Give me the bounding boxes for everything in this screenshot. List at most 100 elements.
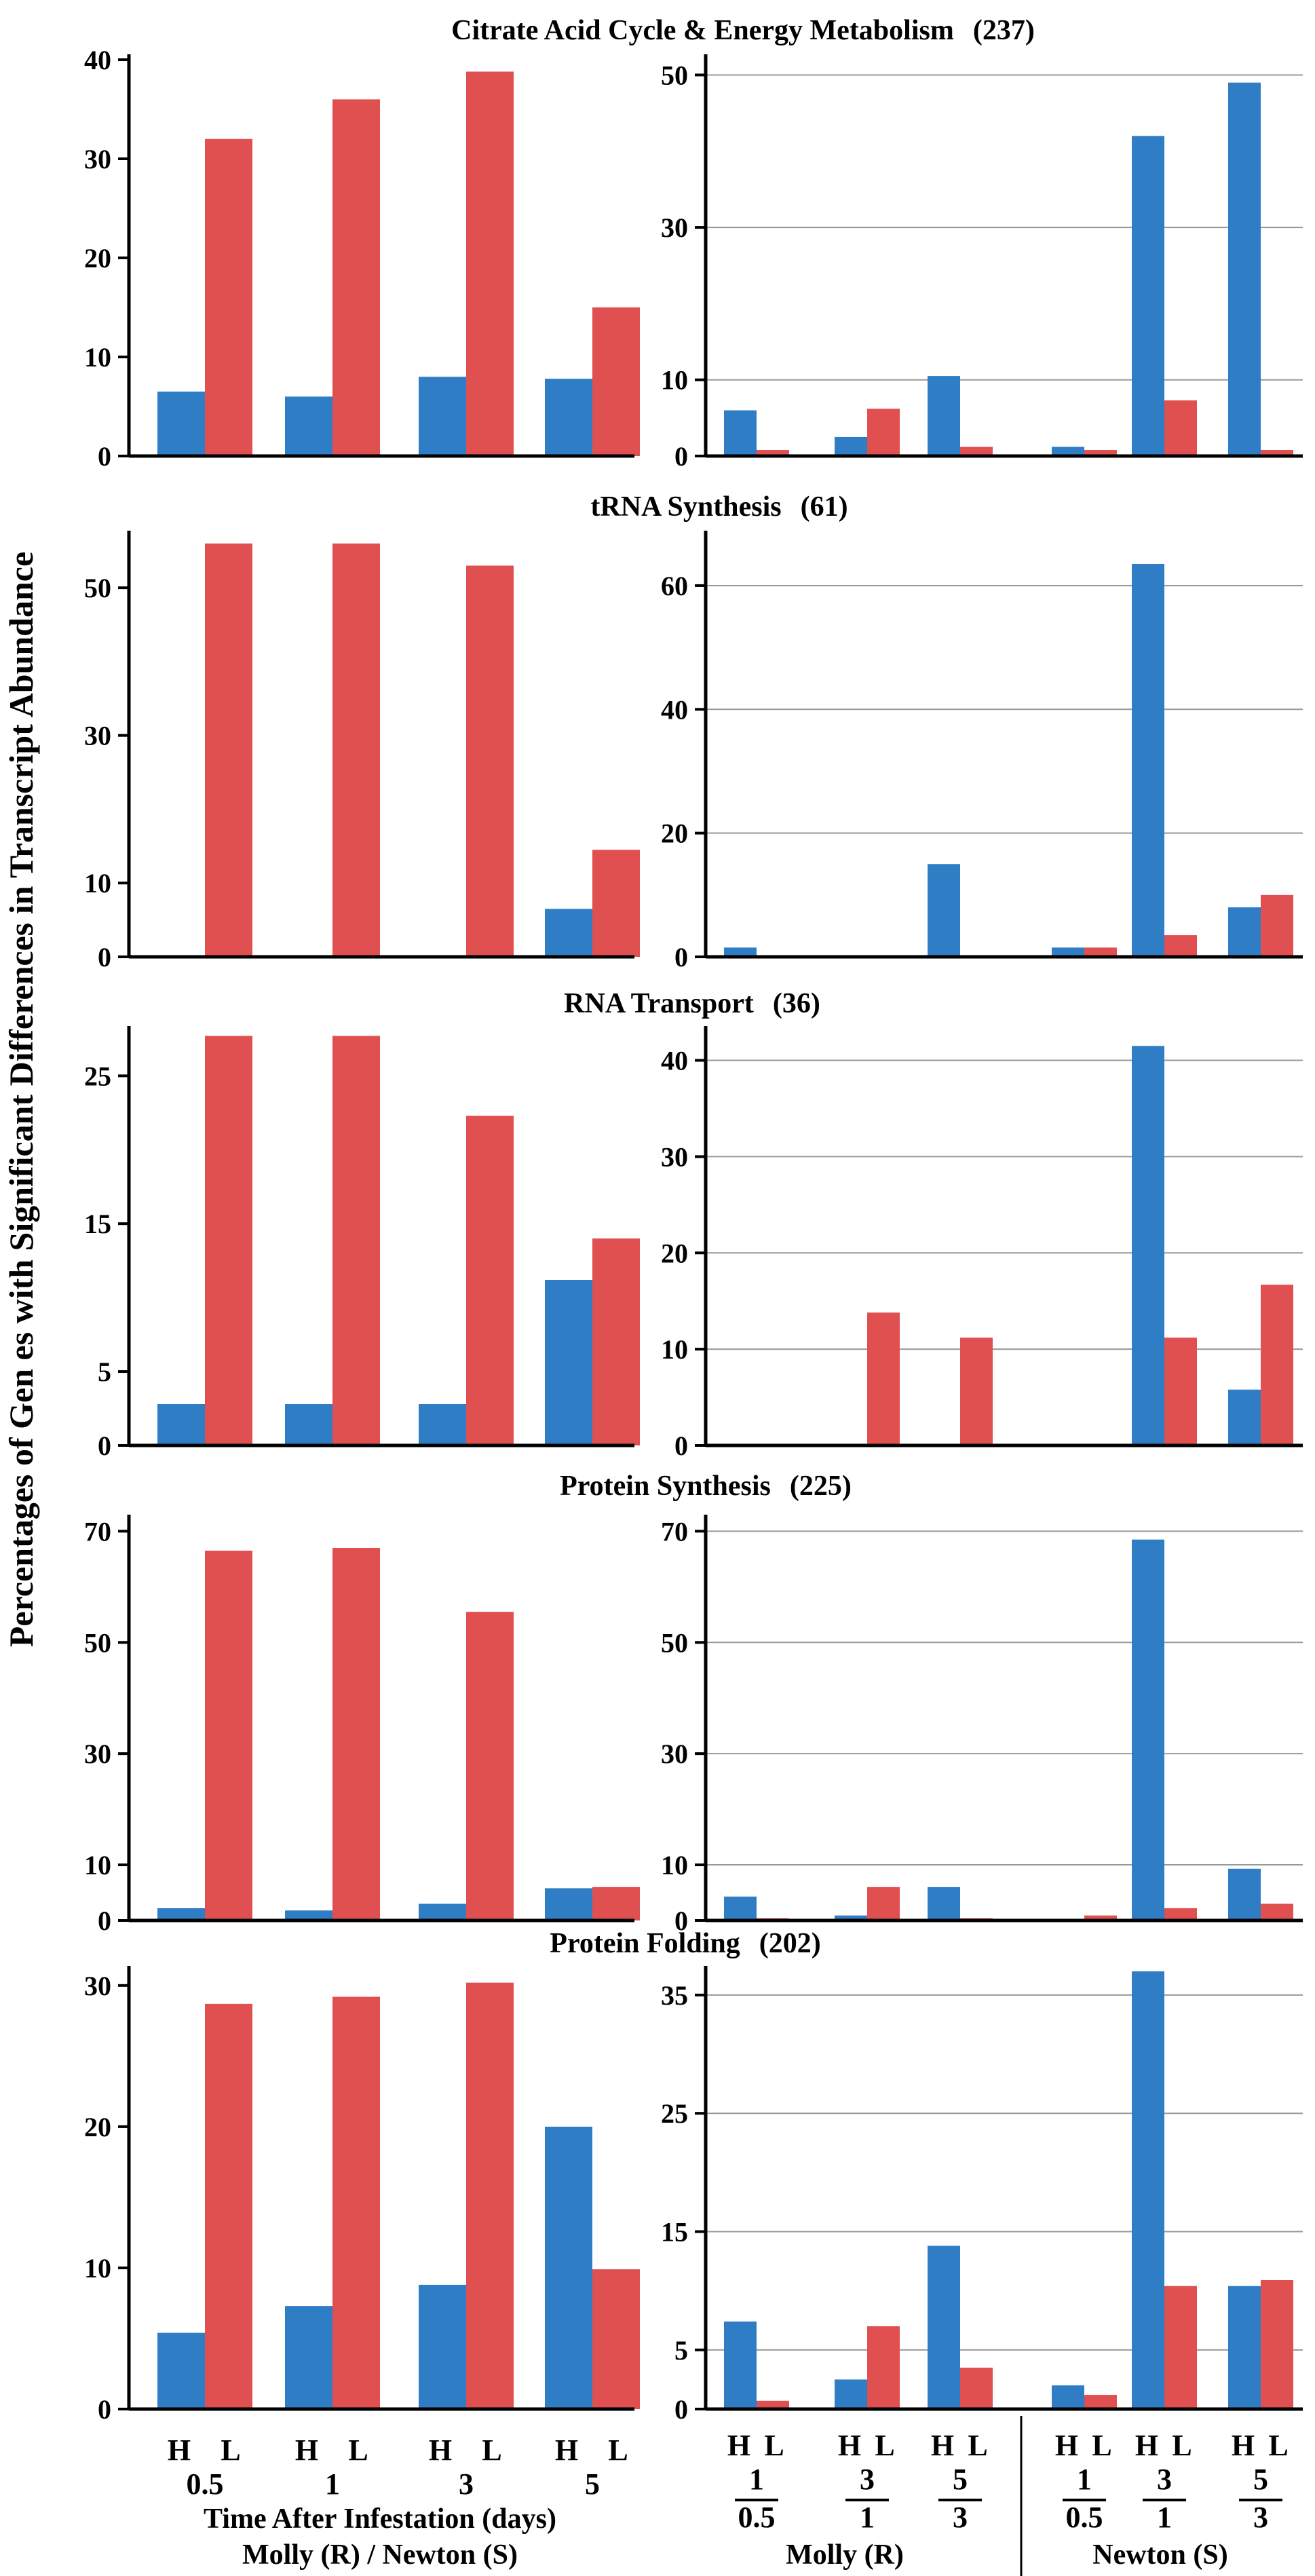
right-y-tick-label: 70 — [661, 1516, 688, 1547]
chart-title-count: (225) — [790, 1471, 852, 1502]
right-bar-H-2 — [928, 864, 960, 957]
chart-title-count: (61) — [801, 491, 848, 523]
left-y-tick-label: 20 — [84, 243, 111, 273]
right-denominator: 1 — [860, 2501, 875, 2534]
chart-title: tRNA Synthesis (61) — [590, 491, 847, 523]
left-bar-L-2 — [466, 1982, 514, 2409]
left-bar-L-3 — [592, 850, 640, 957]
right-panel-4: 0 5 15 25 35 — [661, 1966, 1303, 2425]
right-bar-L-2 — [960, 447, 993, 456]
right-l-label: L — [1172, 2429, 1192, 2462]
right-numerator: 5 — [1253, 2463, 1268, 2496]
left-bar-H-1 — [285, 396, 332, 456]
left-day-label: 3 — [459, 2467, 474, 2501]
left-x-axis-subtitle: Molly (R) / Newton (S) — [242, 2539, 518, 2571]
right-h-label: H — [1135, 2429, 1158, 2462]
left-y-tick-label: 30 — [84, 1971, 111, 2001]
left-day-label: 5 — [585, 2467, 600, 2501]
left-y-tick-label: 25 — [84, 1061, 111, 1091]
left-bar-L-0 — [205, 543, 252, 957]
left-bar-L-0 — [205, 138, 252, 457]
left-bar-L-1 — [332, 99, 380, 456]
chart-2: RNA Transport (36) 0 5 15 25 0 10 20 30 40 — [84, 988, 1303, 1461]
right-bar-H-4 — [1132, 1539, 1164, 1920]
left-h-label: H — [168, 2433, 191, 2467]
right-denominator: 1 — [1157, 2501, 1172, 2534]
right-bar-L-3 — [1084, 450, 1117, 456]
left-bar-L-3 — [592, 1238, 640, 1445]
right-bar-H-4 — [1132, 1971, 1164, 2409]
right-bar-L-4 — [1164, 400, 1197, 456]
left-bar-H-2 — [419, 1903, 466, 1920]
left-bar-L-3 — [592, 2269, 640, 2409]
right-bar-H-4 — [1132, 136, 1164, 457]
left-bar-L-0 — [205, 1551, 252, 1920]
right-y-tick-label: 0 — [674, 1431, 688, 1461]
left-panel-4: 0 10 20 30 — [84, 1966, 640, 2425]
chart-title-text: Protein Folding — [550, 1928, 740, 1959]
left-panel-3: 0 10 30 50 70 — [84, 1515, 640, 1936]
left-bar-L-3 — [592, 307, 640, 456]
left-bar-H-2 — [419, 1404, 466, 1445]
y-axis-label: Percentages of Gen es with Significant D… — [2, 552, 40, 1647]
left-bar-L-1 — [332, 543, 380, 957]
right-bar-H-5 — [1228, 1868, 1261, 1920]
group-label-newton: Newton (S) — [1092, 2539, 1227, 2571]
left-y-tick-label: 30 — [84, 721, 111, 751]
chart-title-text: RNA Transport — [564, 988, 754, 1019]
right-y-tick-label: 25 — [661, 2098, 688, 2129]
right-numerator: 5 — [953, 2463, 968, 2496]
right-panel-3: 0 10 30 50 70 — [661, 1515, 1303, 1936]
right-bar-L-5 — [1261, 1285, 1293, 1445]
left-y-tick-label: 10 — [84, 2253, 111, 2284]
right-y-tick-label: 35 — [661, 1980, 688, 2011]
right-bar-L-5 — [1261, 2279, 1293, 2409]
right-bar-L-0 — [757, 450, 789, 456]
right-h-label: H — [931, 2429, 954, 2462]
left-y-tick-label: 10 — [84, 1850, 111, 1880]
right-bar-H-5 — [1228, 82, 1261, 456]
right-y-tick-label: 40 — [661, 694, 688, 725]
chart-title: Protein Synthesis (225) — [560, 1471, 852, 1502]
left-y-tick-label: 10 — [84, 868, 111, 898]
left-day-label: 0.5 — [187, 2467, 224, 2501]
right-bar-H-2 — [928, 2246, 960, 2409]
right-y-tick-label: 0 — [674, 2394, 688, 2425]
chart-title-count: (202) — [759, 1928, 821, 1959]
left-panel-1: 0 10 30 50 — [84, 531, 640, 972]
right-y-tick-label: 20 — [661, 1238, 688, 1268]
left-bar-L-2 — [466, 1116, 514, 1445]
right-y-tick-label: 10 — [661, 365, 688, 396]
left-l-label: L — [482, 2433, 501, 2467]
left-bar-L-3 — [592, 1887, 640, 1920]
left-h-label: H — [555, 2433, 578, 2467]
right-h-label: H — [727, 2429, 750, 2462]
left-bar-H-1 — [285, 1404, 332, 1445]
right-y-tick-label: 60 — [661, 571, 688, 601]
left-bar-L-2 — [466, 1612, 514, 1920]
left-panel-0: 0 10 20 30 40 — [84, 45, 640, 472]
left-bar-H-0 — [157, 392, 205, 456]
chart-title-count: (237) — [973, 15, 1035, 46]
right-bar-H-0 — [724, 1896, 757, 1920]
right-bar-H-1 — [835, 2379, 867, 2409]
left-y-tick-label: 10 — [84, 342, 111, 373]
right-bar-H-0 — [724, 410, 757, 456]
right-bar-L-3 — [1084, 1915, 1117, 1920]
right-bar-H-5 — [1228, 907, 1261, 957]
left-bar-H-2 — [419, 377, 466, 456]
left-bar-H-0 — [157, 1404, 205, 1445]
right-bar-L-4 — [1164, 2286, 1197, 2409]
right-h-label: H — [838, 2429, 861, 2462]
right-bar-L-3 — [1084, 947, 1117, 957]
left-y-tick-label: 50 — [84, 573, 111, 603]
right-bar-L-1 — [867, 1887, 900, 1920]
right-denominator: 0.5 — [1066, 2501, 1103, 2534]
left-bar-H-3 — [545, 1280, 592, 1445]
chart-title-count: (36) — [773, 988, 820, 1019]
left-bar-H-1 — [285, 1910, 332, 1920]
left-l-label: L — [221, 2433, 240, 2467]
chart-1: tRNA Synthesis (61) 0 10 30 50 0 20 40 60 — [84, 491, 1303, 972]
chart-title-text: tRNA Synthesis — [590, 491, 781, 523]
